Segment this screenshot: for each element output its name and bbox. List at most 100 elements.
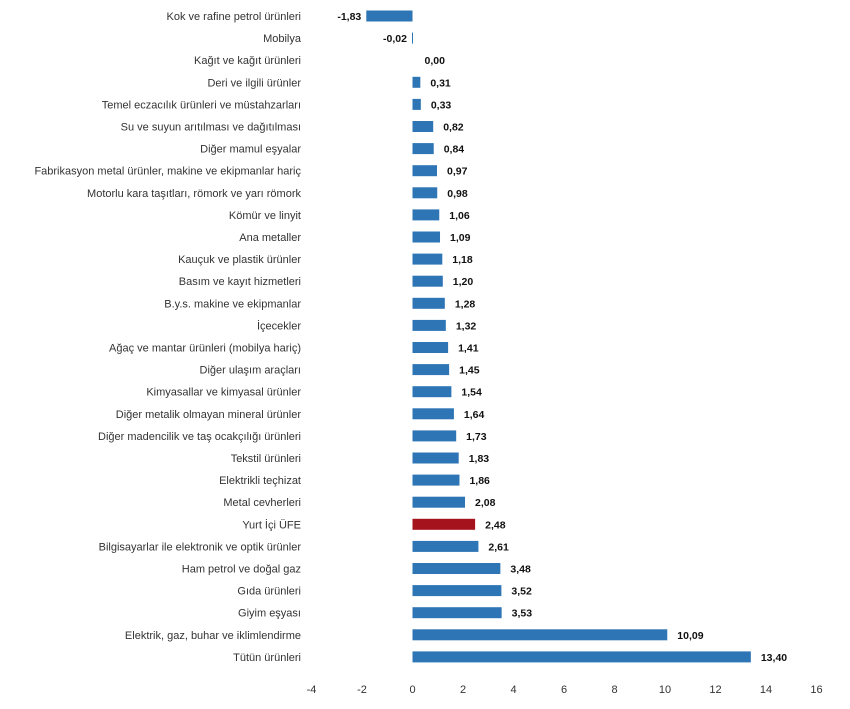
value-label: 13,40: [761, 652, 787, 664]
bar: [412, 98, 421, 110]
x-tick-label: 4: [510, 684, 516, 696]
bar: [412, 342, 449, 353]
value-label: 0,00: [425, 55, 446, 67]
value-label: 0,82: [443, 122, 464, 134]
value-label: 2,61: [488, 541, 509, 553]
category-label: Giyim eşyası: [238, 608, 301, 620]
bar: [412, 607, 502, 619]
category-label: Diğer mamul eşyalar: [200, 144, 301, 156]
bar: [412, 386, 452, 398]
bar: [412, 364, 450, 376]
category-label: Tütün ürünleri: [233, 652, 301, 664]
value-label: 1,18: [452, 254, 473, 266]
category-label: Fabrikasyon metal ürünler, makine ve eki…: [34, 166, 301, 178]
bar: [412, 474, 460, 486]
category-label: Elektrikli teçhizat: [219, 475, 301, 487]
bar: [412, 319, 446, 331]
bar: [412, 297, 445, 309]
x-tick-label: -2: [357, 684, 367, 696]
category-label: Yurt İçi ÜFE: [242, 518, 301, 531]
bar: [412, 452, 459, 464]
value-label: 0,33: [431, 99, 452, 111]
bar: [411, 32, 413, 44]
value-label: 1,83: [469, 453, 490, 465]
category-label: Kimyasallar ve kimyasal ürünler: [146, 387, 301, 399]
value-label: -0,02: [383, 33, 407, 45]
x-tick-label: -4: [307, 684, 317, 696]
x-tick-label: 8: [611, 684, 617, 696]
value-label: 1,09: [450, 232, 471, 244]
category-label: Bilgisayarlar ile elektronik ve optik ür…: [99, 541, 302, 553]
value-label: 1,28: [455, 298, 476, 310]
x-tick-label: 16: [810, 684, 822, 696]
bar: [412, 629, 668, 641]
bar: [412, 76, 421, 88]
bar: [366, 10, 413, 22]
category-label: Temel eczacılık ürünleri ve müstahzarlar…: [102, 99, 301, 111]
x-tick-label: 10: [659, 684, 671, 696]
value-label: 1,32: [456, 320, 477, 332]
value-label: 1,64: [464, 409, 485, 421]
value-label: 0,31: [430, 77, 451, 89]
category-label: Su ve suyun arıtılması ve dağıtılması: [121, 122, 301, 134]
value-label: 1,54: [461, 387, 482, 399]
bar: [412, 651, 751, 663]
category-label: B.y.s. makine ve ekipmanlar: [164, 298, 301, 310]
category-label: Gıda ürünleri: [237, 586, 301, 598]
category-label: Diğer metalik olmayan mineral ürünler: [116, 409, 302, 421]
category-label: Ağaç ve mantar ürünleri (mobilya hariç): [109, 343, 301, 355]
category-label: Elektrik, gaz, buhar ve iklimlendirme: [125, 630, 301, 642]
value-label: 0,97: [447, 166, 468, 178]
value-label: 1,06: [449, 210, 470, 222]
bar: [412, 563, 501, 574]
value-label: 2,08: [475, 497, 496, 509]
bar: [412, 585, 502, 597]
value-label: 2,48: [485, 519, 506, 531]
category-label: Tekstil ürünleri: [231, 453, 301, 465]
bar: [412, 187, 438, 199]
value-label: 3,53: [512, 608, 533, 620]
category-label: Kauçuk ve plastik ürünler: [178, 254, 301, 266]
value-label: 10,09: [677, 630, 703, 642]
x-tick-label: 6: [561, 684, 567, 696]
bar: [412, 408, 454, 420]
category-label: Mobilya: [263, 33, 302, 45]
category-label: Basım ve kayıt hizmetleri: [179, 276, 301, 288]
value-label: 1,41: [458, 343, 479, 355]
value-label: 0,84: [444, 144, 465, 156]
category-label: Kok ve rafine petrol ürünleri: [166, 11, 301, 23]
value-label: 1,86: [469, 475, 490, 487]
bar: [412, 430, 457, 442]
value-label: 3,52: [511, 586, 532, 598]
bar: [412, 540, 479, 552]
category-label: Kömür ve linyit: [229, 210, 301, 222]
category-label: Diğer ulaşım araçları: [200, 365, 301, 377]
category-label: Motorlu kara taşıtları, römork ve yarı r…: [87, 188, 301, 200]
bar: [412, 496, 466, 508]
bar: [412, 231, 441, 243]
value-label: 1,20: [453, 276, 474, 288]
bar: [412, 253, 443, 265]
value-label: 3,48: [510, 564, 531, 576]
value-label: 0,98: [447, 188, 468, 200]
category-label: Diğer madencilik ve taş ocakçılığı ürünl…: [98, 431, 301, 443]
category-label: Ana metaller: [239, 232, 301, 244]
x-tick-label: 0: [409, 684, 415, 696]
bar: [412, 121, 434, 132]
category-label: Metal cevherleri: [223, 497, 301, 509]
x-tick-label: 12: [709, 684, 721, 696]
bar: [412, 165, 437, 177]
x-tick-label: 14: [760, 684, 772, 696]
value-label: 1,45: [459, 365, 480, 377]
bar: [412, 275, 443, 287]
bar: [412, 209, 440, 221]
x-tick-label: 2: [460, 684, 466, 696]
category-label: Deri ve ilgili ürünler: [207, 77, 301, 89]
category-label: Ham petrol ve doğal gaz: [182, 564, 301, 576]
bar: [412, 143, 434, 155]
value-label: -1,83: [337, 11, 361, 23]
value-label: 1,73: [466, 431, 487, 443]
bar-highlight: [412, 518, 476, 530]
category-label: İçecekler: [257, 319, 301, 332]
